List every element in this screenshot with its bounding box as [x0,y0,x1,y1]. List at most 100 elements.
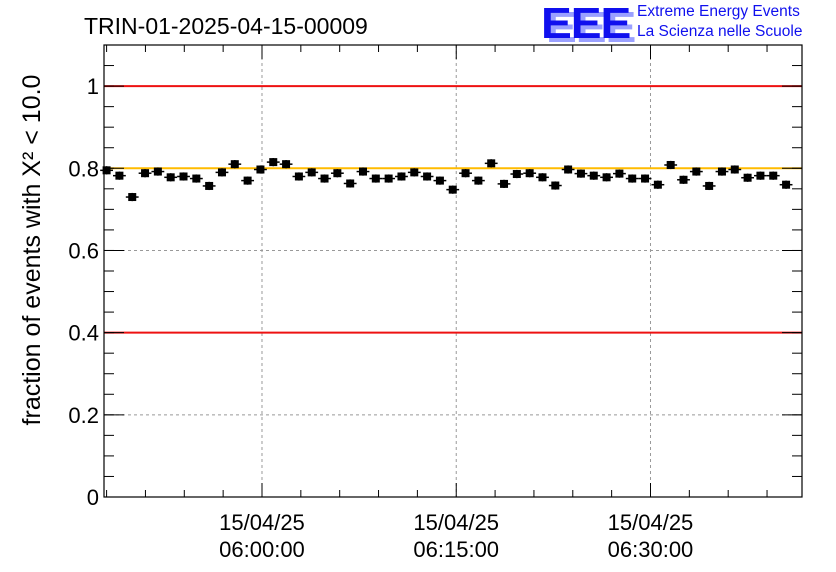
point-marker [230,160,239,169]
data-point [548,181,562,190]
x-tick-date: 15/04/25 [413,510,499,535]
point-marker [743,173,752,182]
point-marker [500,179,509,188]
x-tick-date: 15/04/25 [608,510,694,535]
data-point [510,169,524,179]
tick-labels: 00.20.40.60.8115/04/2506:00:0015/04/2506… [68,74,693,562]
point-marker [307,168,316,177]
point-marker [525,169,534,178]
reference-lines [104,85,802,334]
data-point [164,173,178,182]
data-point [677,175,690,184]
data-point [446,185,460,194]
data-point [100,166,114,175]
point-marker [205,181,214,190]
data-point [651,180,665,189]
data-point [343,179,357,188]
point-marker [320,174,329,183]
data-point [536,173,549,182]
point-marker [538,173,547,182]
data-point [574,169,588,178]
point-marker [705,181,714,190]
point-marker [641,174,650,183]
data-point [382,174,396,183]
data-point [125,192,139,202]
data-point [766,171,780,180]
data-point [228,160,242,169]
data-point [292,172,306,181]
point-marker [615,169,624,178]
data-point [664,160,678,170]
point-marker [474,176,483,185]
point-marker [269,158,278,167]
data-point [241,176,255,185]
chart-title: TRIN-01-2025-04-15-00009 [84,13,368,39]
point-marker [782,180,791,189]
logo-line-2: La Scienza nelle Scuole [637,23,803,40]
data-point [202,181,216,191]
data-point [471,176,485,185]
data-point [330,169,344,178]
data-point [113,171,126,180]
y-tick-label: 0.4 [68,321,99,346]
data-point [151,167,165,176]
y-tick-label: 0.2 [68,403,99,428]
point-marker [461,169,470,178]
point-marker [102,166,111,175]
point-marker [756,171,765,180]
data-point [523,169,537,178]
y-axis-label: fraction of events with X² < 10.0 [18,75,46,426]
point-marker [371,174,380,183]
point-marker [487,159,496,168]
data-point [779,180,793,189]
point-marker [384,174,393,183]
data-point [138,169,152,178]
point-marker [551,181,560,190]
data-point [305,168,319,177]
data-point [638,174,652,183]
data-point [266,158,280,167]
point-marker [217,168,226,177]
data-point [625,174,639,183]
point-marker [141,169,150,178]
point-marker [346,179,355,188]
plot-frame [103,44,803,498]
x-tick-time: 06:30:00 [608,537,694,562]
data-point [702,181,716,191]
point-marker [730,165,739,174]
point-marker [423,172,432,181]
point-marker [128,193,137,202]
data-point [754,171,767,180]
point-marker [512,170,521,179]
data-point [318,174,331,183]
data-point [189,174,203,183]
point-marker [666,160,675,169]
point-marker [333,169,342,178]
point-marker [282,160,291,169]
point-marker [358,167,367,176]
y-tick-label: 1 [87,74,99,99]
point-marker [115,171,124,180]
point-marker [692,167,701,176]
data-point [715,167,729,176]
point-marker [256,165,265,174]
axes [103,44,803,498]
point-marker [679,175,688,184]
x-tick-time: 06:00:00 [219,537,305,562]
point-marker [192,174,201,183]
data-point [497,179,511,188]
data-point [600,173,613,182]
grid [104,45,802,497]
data-point [587,171,601,180]
data-point [254,165,267,174]
data-point [728,165,742,174]
point-marker [435,176,444,185]
data-point [395,172,408,181]
point-marker [589,171,598,180]
point-marker [243,176,252,185]
data-point [612,169,626,178]
data-point [369,174,383,183]
logo-line-1: Extreme Energy Events [637,3,800,20]
y-tick-label: 0.6 [68,238,99,263]
